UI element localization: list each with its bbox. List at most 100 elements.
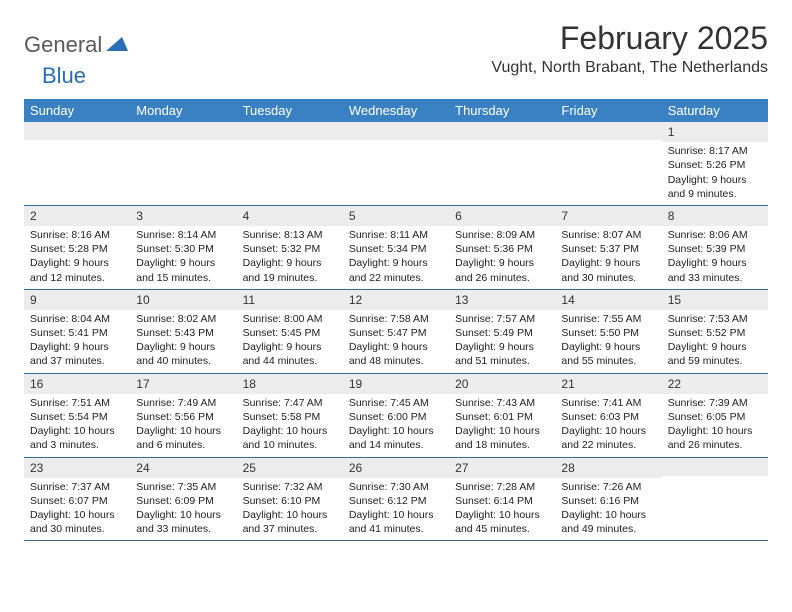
day-body: Sunrise: 7:43 AMSunset: 6:01 PMDaylight:…	[449, 394, 555, 457]
day-number: 10	[130, 290, 236, 310]
day-body: Sunrise: 7:28 AMSunset: 6:14 PMDaylight:…	[449, 478, 555, 541]
day-number	[24, 122, 130, 140]
month-title: February 2025	[491, 20, 768, 57]
sunset-text: Sunset: 5:45 PM	[243, 326, 337, 340]
daylight-text: Daylight: 10 hours and 10 minutes.	[243, 424, 337, 452]
day-cell	[237, 122, 343, 205]
day-cell: 5Sunrise: 8:11 AMSunset: 5:34 PMDaylight…	[343, 206, 449, 289]
day-cell: 15Sunrise: 7:53 AMSunset: 5:52 PMDayligh…	[662, 290, 768, 373]
day-number: 1	[662, 122, 768, 142]
day-cell: 17Sunrise: 7:49 AMSunset: 5:56 PMDayligh…	[130, 374, 236, 457]
daylight-text: Daylight: 10 hours and 41 minutes.	[349, 508, 443, 536]
day-cell: 27Sunrise: 7:28 AMSunset: 6:14 PMDayligh…	[449, 458, 555, 541]
sunset-text: Sunset: 6:09 PM	[136, 494, 230, 508]
sunset-text: Sunset: 5:52 PM	[668, 326, 762, 340]
weekday-friday: Friday	[555, 99, 661, 122]
sunrise-text: Sunrise: 7:49 AM	[136, 396, 230, 410]
sunrise-text: Sunrise: 8:14 AM	[136, 228, 230, 242]
sunset-text: Sunset: 5:41 PM	[30, 326, 124, 340]
day-number	[449, 122, 555, 140]
sunset-text: Sunset: 6:16 PM	[561, 494, 655, 508]
day-number: 16	[24, 374, 130, 394]
sunset-text: Sunset: 6:12 PM	[349, 494, 443, 508]
sunset-text: Sunset: 5:47 PM	[349, 326, 443, 340]
sunrise-text: Sunrise: 8:09 AM	[455, 228, 549, 242]
day-number	[237, 122, 343, 140]
day-body: Sunrise: 7:30 AMSunset: 6:12 PMDaylight:…	[343, 478, 449, 541]
sunset-text: Sunset: 6:05 PM	[668, 410, 762, 424]
day-number	[555, 122, 661, 140]
day-body: Sunrise: 8:07 AMSunset: 5:37 PMDaylight:…	[555, 226, 661, 289]
day-body: Sunrise: 7:49 AMSunset: 5:56 PMDaylight:…	[130, 394, 236, 457]
day-body: Sunrise: 8:17 AMSunset: 5:26 PMDaylight:…	[662, 142, 768, 205]
day-number: 26	[343, 458, 449, 478]
sunrise-text: Sunrise: 7:51 AM	[30, 396, 124, 410]
day-cell: 24Sunrise: 7:35 AMSunset: 6:09 PMDayligh…	[130, 458, 236, 541]
day-number: 17	[130, 374, 236, 394]
daylight-text: Daylight: 10 hours and 18 minutes.	[455, 424, 549, 452]
daylight-text: Daylight: 10 hours and 22 minutes.	[561, 424, 655, 452]
day-number: 20	[449, 374, 555, 394]
day-body: Sunrise: 7:41 AMSunset: 6:03 PMDaylight:…	[555, 394, 661, 457]
sunrise-text: Sunrise: 7:57 AM	[455, 312, 549, 326]
sunset-text: Sunset: 6:07 PM	[30, 494, 124, 508]
sunset-text: Sunset: 5:54 PM	[30, 410, 124, 424]
weekday-sunday: Sunday	[24, 99, 130, 122]
sunset-text: Sunset: 5:39 PM	[668, 242, 762, 256]
day-number: 25	[237, 458, 343, 478]
day-number: 23	[24, 458, 130, 478]
sunrise-text: Sunrise: 7:43 AM	[455, 396, 549, 410]
sunrise-text: Sunrise: 7:28 AM	[455, 480, 549, 494]
day-cell: 9Sunrise: 8:04 AMSunset: 5:41 PMDaylight…	[24, 290, 130, 373]
sunrise-text: Sunrise: 7:55 AM	[561, 312, 655, 326]
day-number: 4	[237, 206, 343, 226]
sunrise-text: Sunrise: 7:35 AM	[136, 480, 230, 494]
day-number: 19	[343, 374, 449, 394]
day-cell: 14Sunrise: 7:55 AMSunset: 5:50 PMDayligh…	[555, 290, 661, 373]
sunrise-text: Sunrise: 7:47 AM	[243, 396, 337, 410]
day-number: 27	[449, 458, 555, 478]
location: Vught, North Brabant, The Netherlands	[491, 59, 768, 77]
day-body	[555, 140, 661, 146]
day-number: 7	[555, 206, 661, 226]
day-body	[24, 140, 130, 146]
sunrise-text: Sunrise: 8:11 AM	[349, 228, 443, 242]
day-cell: 3Sunrise: 8:14 AMSunset: 5:30 PMDaylight…	[130, 206, 236, 289]
daylight-text: Daylight: 10 hours and 37 minutes.	[243, 508, 337, 536]
sunrise-text: Sunrise: 8:00 AM	[243, 312, 337, 326]
sunrise-text: Sunrise: 7:32 AM	[243, 480, 337, 494]
day-body: Sunrise: 8:09 AMSunset: 5:36 PMDaylight:…	[449, 226, 555, 289]
day-body	[449, 140, 555, 146]
sunset-text: Sunset: 6:10 PM	[243, 494, 337, 508]
day-cell: 7Sunrise: 8:07 AMSunset: 5:37 PMDaylight…	[555, 206, 661, 289]
daylight-text: Daylight: 9 hours and 15 minutes.	[136, 256, 230, 284]
sunrise-text: Sunrise: 7:30 AM	[349, 480, 443, 494]
daylight-text: Daylight: 9 hours and 26 minutes.	[455, 256, 549, 284]
daylight-text: Daylight: 10 hours and 6 minutes.	[136, 424, 230, 452]
day-body: Sunrise: 7:26 AMSunset: 6:16 PMDaylight:…	[555, 478, 661, 541]
day-number: 28	[555, 458, 661, 478]
day-body: Sunrise: 7:53 AMSunset: 5:52 PMDaylight:…	[662, 310, 768, 373]
day-number: 9	[24, 290, 130, 310]
day-cell: 13Sunrise: 7:57 AMSunset: 5:49 PMDayligh…	[449, 290, 555, 373]
day-number: 8	[662, 206, 768, 226]
daylight-text: Daylight: 9 hours and 55 minutes.	[561, 340, 655, 368]
day-cell	[343, 122, 449, 205]
day-number	[343, 122, 449, 140]
day-body: Sunrise: 7:47 AMSunset: 5:58 PMDaylight:…	[237, 394, 343, 457]
day-cell: 19Sunrise: 7:45 AMSunset: 6:00 PMDayligh…	[343, 374, 449, 457]
day-body: Sunrise: 8:14 AMSunset: 5:30 PMDaylight:…	[130, 226, 236, 289]
daylight-text: Daylight: 10 hours and 3 minutes.	[30, 424, 124, 452]
day-number	[662, 458, 768, 476]
day-cell: 26Sunrise: 7:30 AMSunset: 6:12 PMDayligh…	[343, 458, 449, 541]
calendar: Sunday Monday Tuesday Wednesday Thursday…	[24, 99, 768, 541]
day-body: Sunrise: 7:57 AMSunset: 5:49 PMDaylight:…	[449, 310, 555, 373]
day-cell: 28Sunrise: 7:26 AMSunset: 6:16 PMDayligh…	[555, 458, 661, 541]
weekday-thursday: Thursday	[449, 99, 555, 122]
sunset-text: Sunset: 5:50 PM	[561, 326, 655, 340]
sunset-text: Sunset: 5:37 PM	[561, 242, 655, 256]
daylight-text: Daylight: 9 hours and 19 minutes.	[243, 256, 337, 284]
daylight-text: Daylight: 10 hours and 30 minutes.	[30, 508, 124, 536]
weekday-monday: Monday	[130, 99, 236, 122]
day-cell: 8Sunrise: 8:06 AMSunset: 5:39 PMDaylight…	[662, 206, 768, 289]
